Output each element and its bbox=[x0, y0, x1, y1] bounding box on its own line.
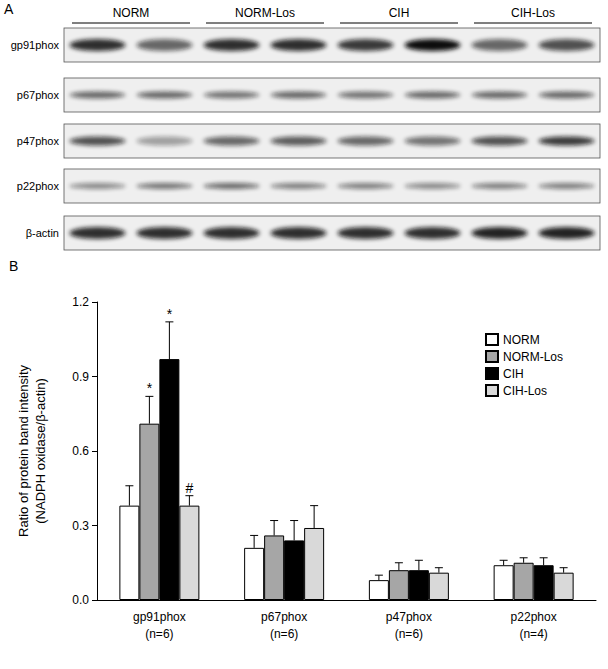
svg-text:CIH-Los: CIH-Los bbox=[503, 384, 547, 398]
svg-text:*: * bbox=[167, 306, 173, 322]
svg-text:#: # bbox=[185, 480, 193, 496]
svg-text:0.3: 0.3 bbox=[72, 519, 89, 533]
svg-text:0.0: 0.0 bbox=[72, 593, 89, 607]
svg-text:NORM-Los: NORM-Los bbox=[503, 350, 563, 364]
svg-text:p47phox: p47phox bbox=[17, 135, 60, 147]
svg-text:(n=4): (n=4) bbox=[519, 627, 547, 641]
svg-text:NORM: NORM bbox=[113, 6, 150, 20]
svg-text:CIH: CIH bbox=[389, 6, 410, 20]
svg-text:β-actin: β-actin bbox=[26, 227, 59, 239]
svg-text:Ratio of protein band intensit: Ratio of protein band intensity bbox=[16, 365, 31, 537]
svg-text:(n=6): (n=6) bbox=[145, 627, 173, 641]
svg-text:(n=6): (n=6) bbox=[395, 627, 423, 641]
svg-text:*: * bbox=[147, 380, 153, 396]
svg-text:NORM: NORM bbox=[503, 333, 540, 347]
svg-text:0.9: 0.9 bbox=[72, 370, 89, 384]
svg-text:p47phox: p47phox bbox=[386, 610, 432, 624]
svg-text:(n=6): (n=6) bbox=[270, 627, 298, 641]
svg-text:p67phox: p67phox bbox=[17, 89, 60, 101]
svg-text:gp91phox: gp91phox bbox=[133, 610, 186, 624]
svg-text:(NADPH oxidase/β-actin): (NADPH oxidase/β-actin) bbox=[33, 378, 48, 523]
svg-text:p22phox: p22phox bbox=[511, 610, 557, 624]
svg-text:NORM-Los: NORM-Los bbox=[235, 6, 295, 20]
svg-text:0.6: 0.6 bbox=[72, 444, 89, 458]
svg-text:B: B bbox=[9, 258, 18, 274]
svg-text:1.2: 1.2 bbox=[72, 295, 89, 309]
svg-text:gp91phox: gp91phox bbox=[11, 39, 60, 51]
svg-text:A: A bbox=[4, 1, 14, 17]
svg-text:CIH: CIH bbox=[503, 367, 524, 381]
svg-text:p22phox: p22phox bbox=[17, 180, 60, 192]
svg-text:CIH-Los: CIH-Los bbox=[511, 6, 555, 20]
svg-text:p67phox: p67phox bbox=[261, 610, 307, 624]
